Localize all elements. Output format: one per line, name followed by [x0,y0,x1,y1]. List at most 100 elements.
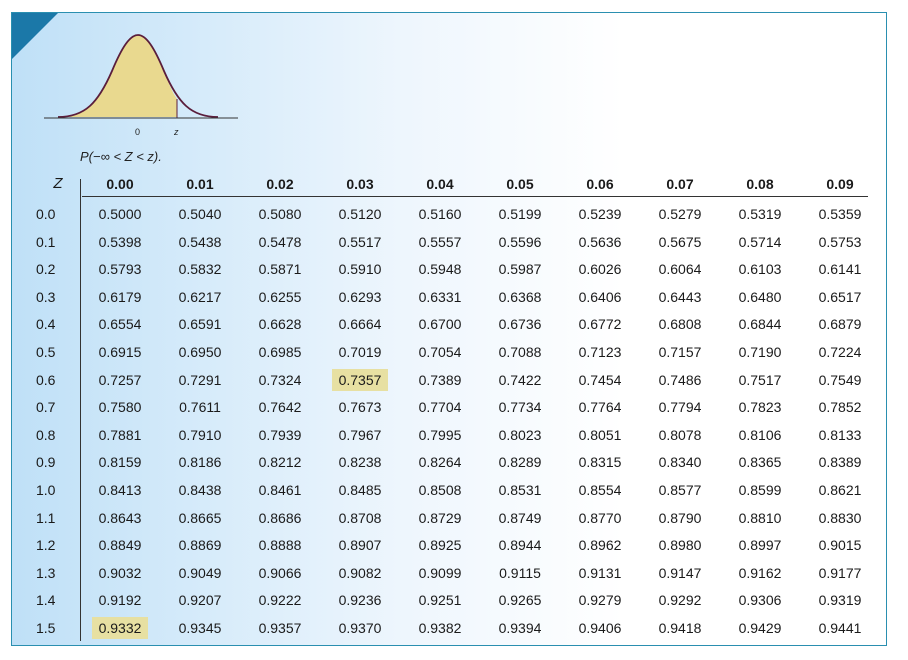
table-cell: 0.6026 [578,261,622,278]
table-cell: 0.7549 [818,371,862,388]
table-cell: 0.7157 [658,344,702,360]
table-cell: 0.6879 [818,316,862,333]
table-cell: 0.5478 [258,233,302,250]
table-cell: 0.6331 [418,288,462,305]
table-cell: 0.9406 [578,620,622,636]
z-value: 0.8 [36,426,56,443]
table-cell: 0.9115 [499,564,541,581]
table-cell: 0.8686 [258,509,302,526]
z-value: 1.3 [36,564,56,581]
table-cell: 0.5910 [338,261,382,278]
z-value: 1.2 [36,537,56,554]
table-cell: 0.5319 [738,206,782,222]
table-cell: 0.6064 [658,261,702,278]
table-row: 1.2 0.8849 0.8869 0.8888 0.8907 0.8925 0.8944 0… [12,534,886,556]
table-cell: 0.9418 [658,620,702,636]
table-cell: 0.5398 [98,233,142,250]
table-cell: 0.7995 [418,426,462,443]
table-cell: 0.8599 [738,482,782,498]
curve-line [57,34,219,118]
table-cell: 0.8106 [738,426,782,443]
column-header: 0.05 [506,176,534,192]
highlighted-cell: 0.7357 [332,368,388,391]
table-row: 0.5 0.6915 0.6950 0.6985 0.7019 0.7054 0.7088 0… [12,341,886,363]
table-cell: 0.8770 [578,509,622,526]
table-cell: 0.5160 [418,206,462,222]
table-cell: 0.9131 [578,564,622,581]
table-cell: 0.9370 [338,620,382,636]
table-cell: 0.8810 [738,509,782,526]
highlighted-cell: 0.9332 [92,617,148,639]
table-cell: 0.7580 [98,399,142,416]
table-cell: 0.8365 [738,454,782,471]
table-row: 1.1 0.8643 0.8665 0.8686 0.8708 0.8729 0.8749 0… [12,507,886,529]
table-cell: 0.8643 [98,509,142,526]
table-row: 0.1 0.5398 0.5438 0.5478 0.5517 0.5557 0.5596 0… [12,231,886,253]
table-cell: 0.5832 [178,261,222,278]
column-header: 0.07 [666,176,694,192]
table-cell: 0.9319 [818,592,862,609]
table-cell: 0.9177 [818,564,862,581]
table-cell: 0.7088 [498,344,542,360]
table-cell: 0.5438 [178,233,222,250]
table-cell: 0.8413 [98,482,142,498]
table-cell: 0.8531 [498,482,542,498]
z-value: 0.2 [36,261,56,278]
table-cell: 0.5557 [418,233,462,250]
column-header: 0.02 [266,176,294,192]
table-cell: 0.5000 [98,206,142,222]
table-cell: 0.7324 [258,371,302,388]
table-cell: 0.9049 [178,564,222,581]
table-cell: 0.8238 [338,454,382,471]
table-cell: 0.7764 [578,399,622,416]
table-cell: 0.8849 [98,537,142,554]
table-cell: 0.8315 [578,454,622,471]
table-cell: 0.6443 [658,288,702,305]
z-value: 0.4 [36,316,56,333]
z-column-rule [80,179,81,641]
table-cell: 0.6406 [578,288,622,305]
table-cell: 0.8577 [658,482,702,498]
table-cell: 0.7224 [818,344,862,360]
table-cell: 0.6808 [658,316,702,333]
zero-tick-label: 0 [135,127,140,137]
column-header: 0.06 [586,176,614,192]
header-rule [82,196,868,197]
z-value: 0.5 [36,344,56,360]
table-cell: 0.7123 [578,344,622,360]
table-row: 0.8 0.7881 0.7910 0.7939 0.7967 0.7995 0.8023 0… [12,424,886,446]
z-value: 0.6 [36,371,56,388]
table-cell: 0.5120 [338,206,382,222]
table-cell: 0.5239 [578,206,622,222]
table-cell: 0.5636 [578,233,622,250]
table-cell: 0.9265 [498,592,542,609]
table-cell: 0.7257 [98,371,142,388]
table-cell: 0.9207 [178,592,222,609]
table-cell: 0.8888 [258,537,302,554]
table-row: 0.4 0.6554 0.6591 0.6628 0.6664 0.6700 0.6736 0… [12,313,886,335]
table-cell: 0.5199 [498,206,542,222]
table-cell: 0.7611 [179,399,221,416]
table-cell: 0.8708 [338,509,382,526]
table-cell: 0.8749 [498,509,542,526]
table-cell: 0.5753 [818,233,862,250]
table-cell: 0.7454 [578,371,622,388]
z-value: 0.3 [36,288,56,305]
table-cell: 0.9236 [338,592,382,609]
table-cell: 0.8508 [418,482,462,498]
table-cell: 0.7734 [498,399,542,416]
table-cell: 0.5948 [418,261,462,278]
table-cell: 0.8790 [658,509,702,526]
table-cell: 0.9192 [98,592,142,609]
z-column-header: Z [53,175,63,192]
table-cell: 0.8389 [818,454,862,471]
table-cell: 0.8485 [338,482,382,498]
z-value: 1.5 [36,620,56,636]
table-cell: 0.6103 [738,261,782,278]
column-header: 0.00 [106,176,134,192]
table-cell: 0.6217 [178,288,222,305]
table-cell: 0.6736 [498,316,542,333]
table-cell: 0.7823 [738,399,782,416]
table-cell: 0.8554 [578,482,622,498]
table-cell: 0.8340 [658,454,702,471]
